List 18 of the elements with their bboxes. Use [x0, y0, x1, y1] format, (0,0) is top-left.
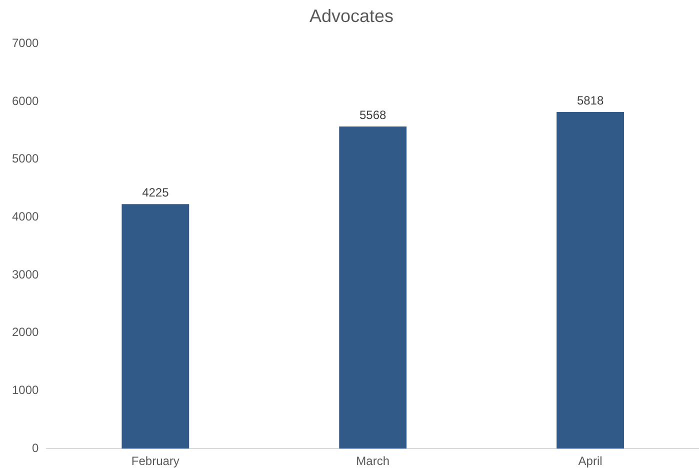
y-tick-label: 2000 — [12, 325, 40, 340]
x-tick-label: February — [131, 454, 180, 468]
bar — [556, 112, 624, 449]
y-tick-label: 3000 — [12, 267, 40, 282]
data-label: 4225 — [142, 185, 170, 200]
data-label: 5818 — [576, 93, 604, 108]
y-tick-label: 0 — [32, 440, 40, 455]
chart-title: Advocates — [309, 6, 394, 26]
bar — [339, 126, 407, 449]
y-tick-label: 7000 — [12, 36, 40, 50]
data-label: 5568 — [359, 108, 387, 122]
y-tick-label: 1000 — [12, 383, 40, 398]
x-tick-label: April — [578, 454, 602, 468]
y-tick-label: 4000 — [12, 209, 40, 224]
bar — [122, 204, 190, 449]
y-tick-label: 6000 — [12, 94, 40, 108]
x-tick-label: March — [356, 454, 390, 468]
y-tick-label: 5000 — [12, 152, 40, 166]
